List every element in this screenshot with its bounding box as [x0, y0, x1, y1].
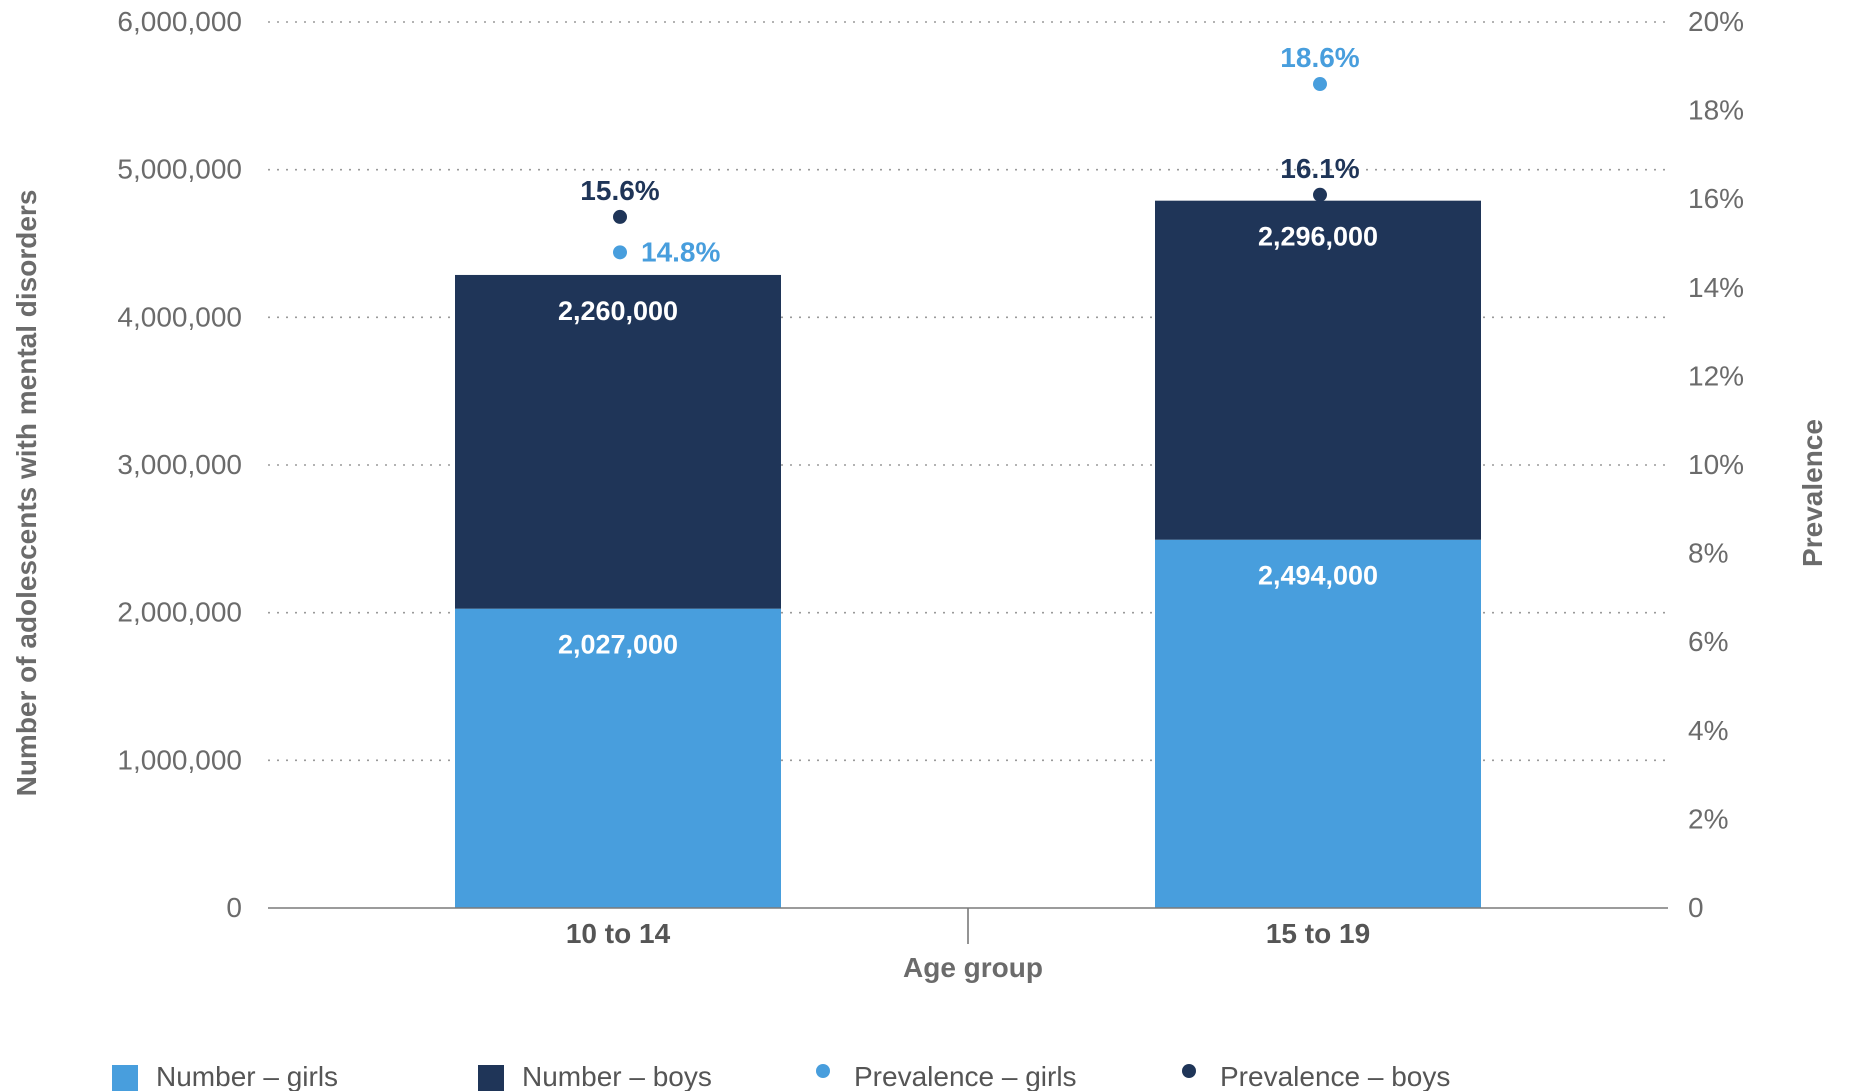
- bar-segment: [1155, 200, 1481, 540]
- y-tick-label: 0: [226, 892, 242, 923]
- y-tick-label: 2,000,000: [117, 597, 242, 628]
- y2-axis-title: Prevalence: [1797, 419, 1828, 567]
- y-tick-label: 4,000,000: [117, 301, 242, 332]
- bar-value-label: 2,027,000: [558, 630, 678, 660]
- bar-segment: [455, 608, 781, 908]
- y-tick-label: 6,000,000: [117, 6, 242, 37]
- y2-tick-label: 20%: [1688, 6, 1744, 37]
- legend-label: Number – boys: [522, 1061, 712, 1091]
- axes: 0 1,000,000 2,000,000 3,000,000 4,000,000 5,0…: [117, 6, 1744, 949]
- y2-tick-label: 2%: [1688, 803, 1728, 834]
- y2-tick-label: 18%: [1688, 95, 1744, 126]
- bar-value-label: 2,494,000: [1258, 561, 1378, 591]
- y2-tick-label: 4%: [1688, 715, 1728, 746]
- x-axis-title: Age group: [903, 952, 1043, 983]
- legend-marker: [816, 1064, 830, 1078]
- category-label: 15 to 19: [1266, 918, 1370, 949]
- legend-swatch: [112, 1065, 138, 1091]
- prevalence-label: 14.8%: [641, 236, 720, 267]
- y2-tick-label: 12%: [1688, 360, 1744, 391]
- legend-label: Prevalence – boys: [1220, 1061, 1450, 1091]
- legend-label: Number – girls: [156, 1061, 338, 1091]
- category-label: 10 to 14: [566, 918, 671, 949]
- bar-segment: [455, 274, 781, 609]
- y2-tick-label: 16%: [1688, 183, 1744, 214]
- y-tick-label: 3,000,000: [117, 449, 242, 480]
- y-axis-title: Number of adolescents with mental disord…: [11, 190, 42, 797]
- points: 14.8% 15.6% 18.6% 16.1%: [580, 42, 1359, 267]
- y2-tick-label: 14%: [1688, 272, 1744, 303]
- bar-value-label: 2,296,000: [1258, 222, 1378, 252]
- prevalence-point: [613, 209, 627, 224]
- prevalence-point: [1313, 77, 1327, 92]
- prevalence-label: 15.6%: [580, 175, 659, 206]
- y2-tick-label: 0: [1688, 892, 1704, 923]
- bars: 2,027,000 2,260,000 2,494,000 2,296,000: [455, 200, 1481, 908]
- prevalence-label: 18.6%: [1280, 42, 1359, 73]
- y-tick-label: 1,000,000: [117, 744, 242, 775]
- y2-tick-label: 8%: [1688, 538, 1728, 569]
- prevalence-label: 16.1%: [1280, 153, 1359, 184]
- bar-value-label: 2,260,000: [558, 296, 678, 326]
- legend-marker: [1182, 1064, 1196, 1078]
- y2-tick-label: 6%: [1688, 626, 1728, 657]
- prevalence-point: [613, 245, 627, 260]
- legend: Number – girls Number – boys Prevalence – …: [112, 1061, 1450, 1091]
- y-tick-label: 5,000,000: [117, 154, 242, 185]
- prevalence-point: [1313, 187, 1327, 202]
- y2-tick-label: 10%: [1688, 449, 1744, 480]
- legend-label: Prevalence – girls: [854, 1061, 1077, 1091]
- legend-swatch: [478, 1065, 504, 1091]
- bar-segment: [1155, 539, 1481, 908]
